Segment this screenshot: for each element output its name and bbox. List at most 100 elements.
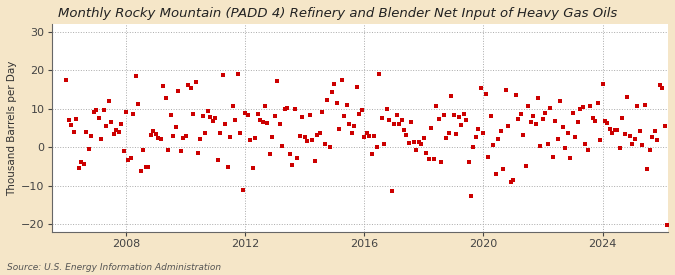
Point [386, 189, 397, 193]
Point [369, 134, 379, 138]
Point [265, 152, 275, 156]
Point [540, 111, 551, 116]
Point [176, 148, 186, 153]
Point [401, 133, 412, 138]
Point [205, 115, 216, 120]
Point [406, 120, 417, 124]
Point [491, 172, 502, 176]
Point [475, 86, 486, 90]
Point [645, 148, 655, 152]
Point [284, 152, 295, 156]
Point [525, 120, 536, 124]
Point [342, 103, 352, 107]
Point [361, 131, 372, 135]
Point [133, 101, 144, 106]
Point [637, 143, 647, 147]
Point [106, 120, 117, 125]
Point [349, 124, 360, 128]
Point [292, 156, 302, 160]
Point [555, 98, 566, 103]
Point [161, 95, 171, 100]
Point [153, 136, 163, 140]
Point [662, 223, 672, 227]
Point [617, 116, 628, 120]
Point [88, 109, 99, 114]
Point [334, 127, 345, 131]
Point [470, 134, 481, 139]
Point [130, 74, 141, 78]
Point [356, 108, 367, 112]
Point [227, 104, 238, 109]
Point [151, 132, 161, 136]
Point [374, 72, 385, 76]
Point [429, 157, 439, 162]
Point [103, 99, 114, 103]
Point [269, 114, 280, 118]
Point [552, 137, 563, 142]
Point [96, 136, 107, 141]
Point [232, 72, 243, 76]
Point [327, 90, 338, 94]
Point [260, 104, 271, 108]
Point [376, 116, 387, 120]
Point [627, 142, 638, 146]
Point [558, 125, 568, 129]
Point [101, 124, 111, 128]
Point [547, 155, 558, 160]
Point [463, 160, 474, 164]
Point [173, 89, 184, 94]
Point [163, 148, 173, 153]
Point [165, 113, 176, 117]
Point [297, 115, 308, 119]
Point [240, 111, 250, 115]
Point [312, 133, 323, 137]
Point [314, 131, 325, 136]
Point [364, 134, 375, 139]
Point [267, 135, 278, 139]
Point [99, 108, 109, 112]
Point [145, 133, 156, 137]
Point [108, 132, 119, 136]
Point [659, 123, 670, 128]
Point [202, 109, 213, 113]
Point [185, 86, 196, 90]
Point [379, 142, 389, 147]
Point [652, 138, 663, 142]
Point [533, 96, 543, 101]
Point [610, 128, 620, 133]
Point [215, 131, 225, 135]
Point [629, 137, 640, 141]
Point [118, 149, 129, 153]
Point [282, 106, 293, 110]
Point [568, 111, 578, 116]
Point [654, 83, 665, 87]
Point [207, 119, 218, 124]
Point [195, 137, 206, 141]
Point [86, 134, 97, 138]
Point [190, 80, 201, 85]
Point [518, 133, 529, 137]
Point [396, 118, 407, 123]
Point [585, 104, 595, 108]
Point [339, 114, 350, 118]
Point [66, 123, 77, 127]
Point [168, 134, 179, 139]
Point [624, 134, 635, 138]
Point [632, 104, 643, 108]
Point [572, 120, 583, 124]
Point [322, 98, 333, 102]
Point [493, 137, 504, 141]
Point [614, 146, 625, 150]
Point [257, 120, 268, 124]
Point [245, 138, 256, 142]
Point [76, 160, 87, 164]
Point [180, 134, 191, 138]
Point [254, 118, 265, 122]
Point [513, 117, 524, 122]
Point [398, 127, 409, 132]
Point [418, 136, 429, 140]
Point [262, 120, 273, 125]
Point [522, 104, 533, 108]
Point [647, 134, 657, 139]
Point [140, 164, 151, 169]
